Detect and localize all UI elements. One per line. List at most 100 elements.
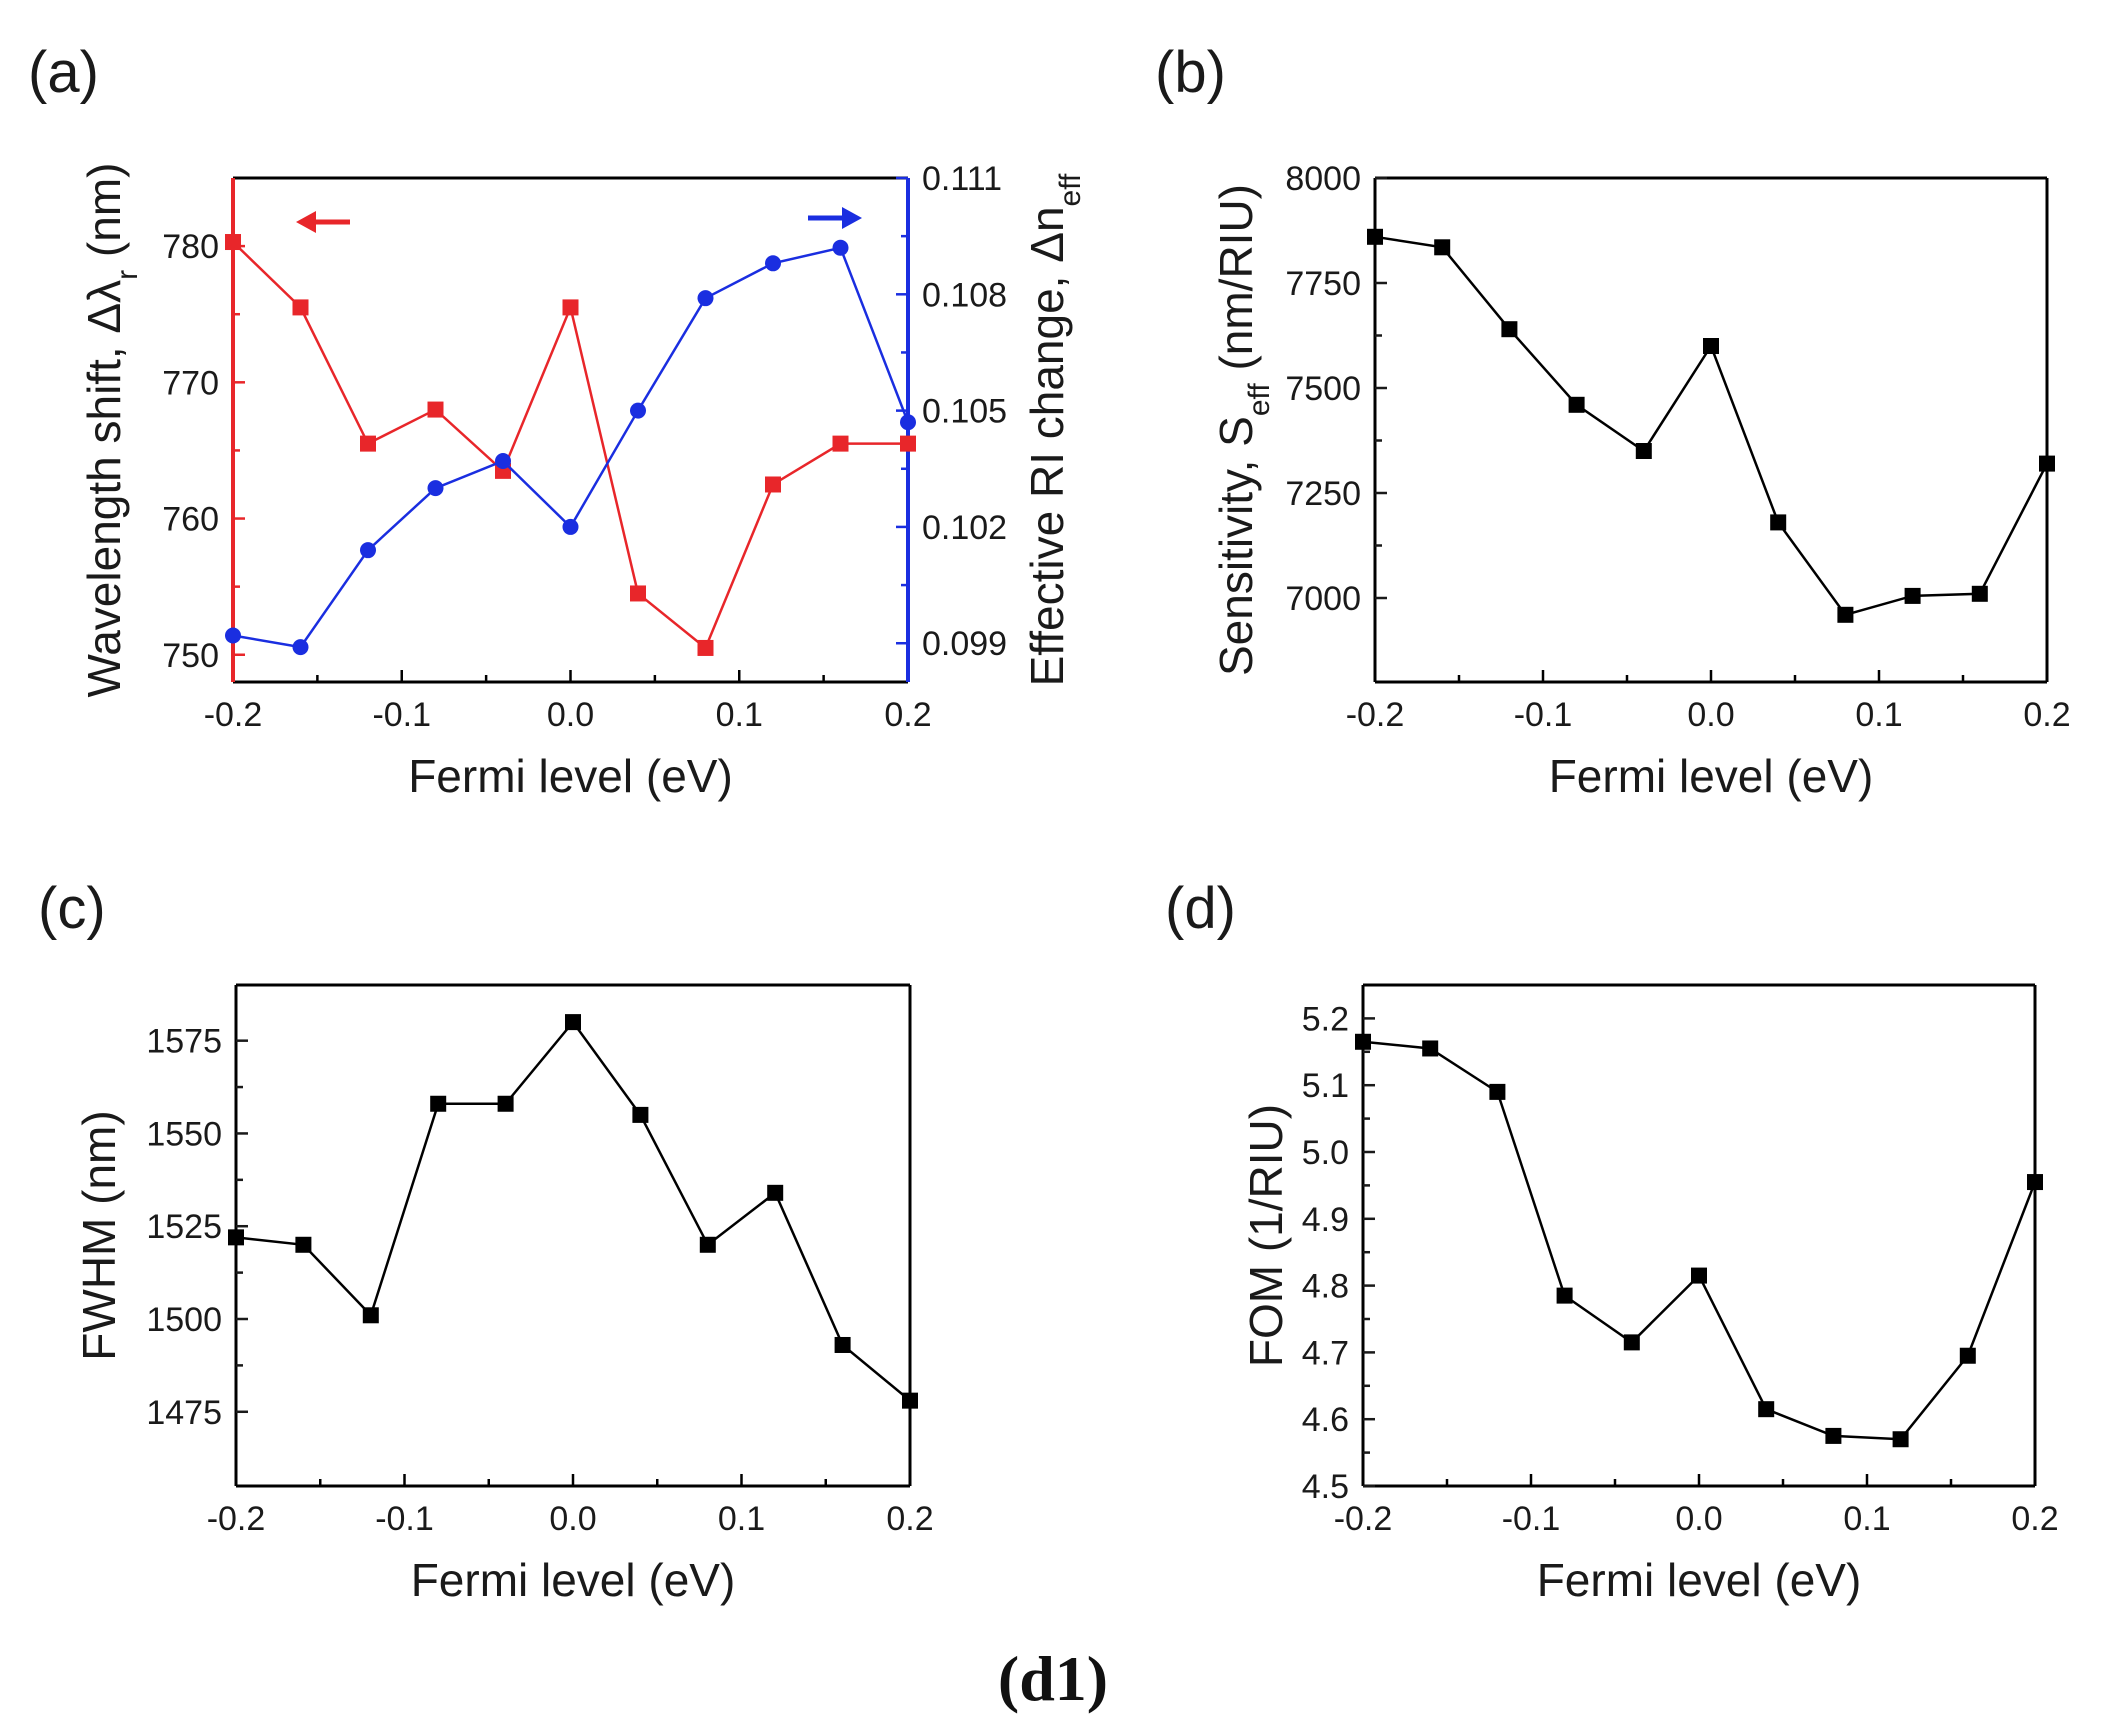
data-series-point — [1434, 239, 1451, 256]
x-axis-title: Fermi level (eV) — [408, 750, 733, 802]
data-series-point — [1501, 321, 1518, 338]
wavelength-series-point — [900, 435, 916, 452]
wavelength-series-point — [562, 299, 579, 316]
data-series-point — [1489, 1083, 1506, 1100]
x-tick-label: 0.2 — [2011, 1500, 2058, 1538]
data-series-point — [767, 1184, 784, 1201]
x-tick-label: 0.0 — [1687, 696, 1734, 734]
y-tick-label: 1575 — [146, 1023, 222, 1061]
data-series-point — [1703, 338, 1719, 354]
x-tick-label: 0.0 — [1675, 1500, 1722, 1538]
wavelength-series-point — [765, 476, 781, 493]
data-series-point — [1959, 1347, 1976, 1364]
left-y-tick-label: 770 — [162, 364, 219, 402]
y-tick-label: 7500 — [1285, 370, 1361, 408]
right-y-tick-label: 0.102 — [922, 509, 1007, 547]
y-tick-label: 7000 — [1285, 580, 1361, 618]
y-tick-label: 7250 — [1285, 475, 1361, 513]
x-tick-label: 0.0 — [547, 696, 594, 734]
ri-series-point — [360, 542, 376, 559]
data-series-point — [699, 1236, 716, 1253]
x-tick-label: -0.1 — [372, 696, 431, 734]
panel-a-label: (a) — [28, 40, 99, 105]
wavelength-series-point — [292, 299, 309, 316]
x-tick-label: 0.1 — [1855, 696, 1902, 734]
data-series-point — [1422, 1040, 1439, 1057]
data-series-line — [235, 1020, 911, 1402]
ri-series-point — [562, 518, 579, 535]
left-y-tick-label: 780 — [162, 228, 219, 266]
data-series-point — [497, 1095, 514, 1112]
data-series-point — [430, 1095, 447, 1112]
y-axis-title: FWHM (nm) — [73, 1110, 125, 1360]
data-series-point — [1837, 606, 1854, 623]
y-tick-label: 4.6 — [1302, 1401, 1349, 1439]
data-series-point — [565, 1014, 581, 1031]
right-y-tick-label: 0.105 — [922, 393, 1007, 431]
y-axis-title: Sensitivity, Seff (nm/RIU) — [1210, 184, 1276, 676]
data-series-point — [362, 1307, 379, 1324]
data-series-point — [834, 1336, 851, 1353]
x-tick-label: -0.2 — [1346, 696, 1405, 734]
data-series-point — [1691, 1267, 1707, 1284]
data-series-point — [1635, 443, 1652, 459]
y-tick-label: 5.0 — [1302, 1134, 1349, 1172]
data-series-point — [2027, 1174, 2043, 1191]
panel-a-chart: -0.2 -0.1 0.0 0.1 0.2 Fermi level (eV) 750 760 7… — [78, 160, 1087, 802]
ri-series-point — [697, 290, 714, 307]
data-series-point — [1758, 1401, 1775, 1418]
panel-d-chart: -0.2 -0.1 0.0 0.1 0.2 Fermi level (eV) 4.5 4.6 4… — [1240, 983, 2059, 1606]
data-series-point — [295, 1236, 312, 1253]
wavelength-series-point — [832, 435, 849, 452]
data-series-point — [1825, 1427, 1842, 1444]
wavelength-series-point — [630, 585, 646, 602]
left-y-axis-title: Wavelength shift, Δλr (nm) — [78, 163, 144, 698]
y-tick-label: 4.9 — [1302, 1201, 1349, 1239]
ri-series-point — [427, 480, 444, 497]
figure-label: (d1) — [998, 1643, 1108, 1714]
right-axis-arrow-head — [842, 207, 862, 229]
ri-series-point — [900, 414, 916, 431]
ri-series-point — [832, 239, 849, 256]
data-series-point — [1904, 587, 1921, 604]
y-tick-label: 8000 — [1285, 160, 1361, 198]
data-series-line — [1362, 1040, 2037, 1441]
x-tick-label: 0.0 — [549, 1500, 596, 1538]
data-series-point — [1568, 396, 1585, 413]
y-tick-label: 1500 — [146, 1301, 222, 1339]
ri-series-point — [292, 639, 309, 656]
wavelength-series-point — [427, 401, 444, 418]
x-tick-label: -0.1 — [1502, 1500, 1561, 1538]
data-series-point — [632, 1106, 649, 1123]
x-tick-label: 0.2 — [884, 696, 931, 734]
data-series-point — [1367, 228, 1383, 245]
panel-c-chart: -0.2 -0.1 0.0 0.1 0.2 Fermi level (eV) 1475 150… — [73, 983, 934, 1606]
data-series-point — [1623, 1334, 1640, 1351]
panel-b-label: (b) — [1155, 40, 1226, 105]
x-tick-label: -0.2 — [207, 1500, 266, 1538]
x-tick-label: 0.1 — [718, 1500, 765, 1538]
ri-series-point — [765, 255, 781, 272]
x-tick-label: 0.1 — [716, 696, 763, 734]
left-y-tick-label: 750 — [162, 637, 219, 675]
y-tick-label: 4.8 — [1302, 1268, 1349, 1306]
left-y-tick-label: 760 — [162, 501, 219, 539]
y-tick-label: 1475 — [146, 1394, 222, 1432]
x-tick-label: 0.2 — [886, 1500, 933, 1538]
data-series-point — [2039, 455, 2055, 472]
right-y-tick-label: 0.099 — [922, 625, 1007, 663]
data-series-point — [1556, 1287, 1573, 1304]
ri-series-point — [495, 453, 511, 470]
data-series-point — [228, 1229, 244, 1246]
x-tick-label: -0.2 — [1334, 1500, 1393, 1538]
x-tick-label: 0.2 — [2023, 696, 2070, 734]
x-tick-label: -0.1 — [375, 1500, 434, 1538]
x-tick-label: 0.1 — [1843, 1500, 1890, 1538]
y-tick-label: 4.7 — [1302, 1334, 1349, 1372]
y-axis-title: FOM (1/RIU) — [1240, 1104, 1292, 1367]
data-series-point — [1355, 1033, 1371, 1050]
x-tick-label: -0.2 — [204, 696, 263, 734]
wavelength-series-point — [697, 639, 714, 656]
wavelength-series-point — [225, 234, 241, 251]
